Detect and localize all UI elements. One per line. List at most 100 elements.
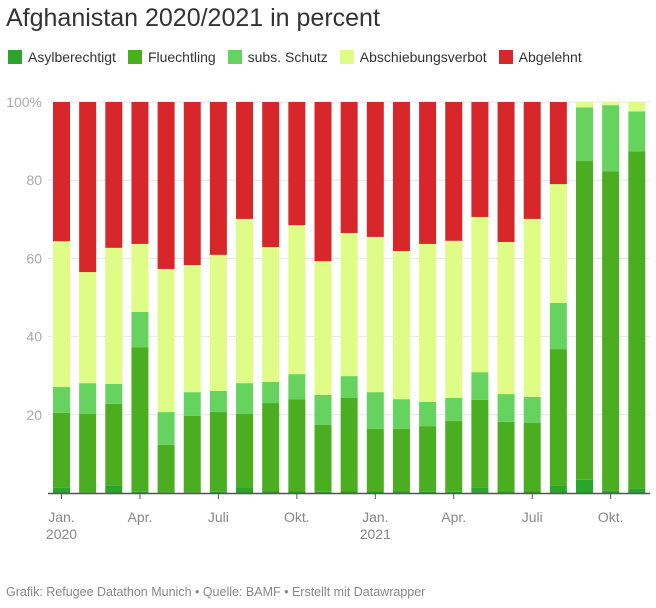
bar-segment-fluechtling <box>523 423 541 492</box>
bar-segment-fluechtling <box>392 428 410 492</box>
legend-item-asylberechtigt: Asylberechtigt <box>8 49 116 65</box>
legend-swatch-abschiebungsverbot <box>339 50 354 64</box>
bar-segment-abgelehnt <box>209 102 227 255</box>
bar-segment-fluechtling <box>419 426 437 492</box>
bar-segment-asylberechtigt <box>105 485 123 493</box>
bar-segment-asylberechtigt <box>314 491 332 493</box>
legend-item-abschiebungsverbot: Abschiebungsverbot <box>339 49 487 65</box>
bar-stack-2021-04 <box>445 102 463 493</box>
bar-stack-2021-07 <box>523 102 541 493</box>
x-tick-label: Okt. <box>284 509 310 525</box>
bar-segment-abgelehnt <box>340 102 358 233</box>
y-tick-label: 100% <box>6 94 42 110</box>
bar-segment-asylberechtigt <box>340 491 358 493</box>
bar-segment-subs-schutz <box>366 392 384 429</box>
bar-segment-subs-schutz <box>445 397 463 422</box>
bar-segment-abschiebungsverbot <box>497 241 515 395</box>
bar-segment-abschiebungsverbot <box>105 247 123 384</box>
bar-segment-abgelehnt <box>419 102 437 244</box>
bar-segment-asylberechtigt <box>131 491 149 493</box>
legend-swatch-abgelehnt <box>498 50 513 64</box>
bar-segment-abschiebungsverbot <box>79 272 97 384</box>
bar-segment-abschiebungsverbot <box>262 247 280 382</box>
bar-segment-abschiebungsverbot <box>183 265 201 393</box>
bar-segment-abschiebungsverbot <box>576 102 593 108</box>
bar-segment-abschiebungsverbot <box>445 240 463 398</box>
legend-item-subs-schutz: subs. Schutz <box>227 49 328 65</box>
bar-segment-fluechtling <box>497 421 515 492</box>
bar-segment-subs-schutz <box>105 383 123 404</box>
bar-segment-abgelehnt <box>366 102 384 237</box>
bar-segment-abgelehnt <box>131 102 149 244</box>
bar-stack-2021-02 <box>392 102 410 493</box>
bar-segment-abgelehnt <box>523 102 541 219</box>
bar-segment-asylberechtigt <box>471 487 489 493</box>
bar-segment-abgelehnt <box>497 102 515 242</box>
bar-segment-abschiebungsverbot <box>628 102 646 112</box>
bar-segment-subs-schutz <box>236 383 254 415</box>
chart-title: Afghanistan 2020/2021 in percent <box>6 4 380 32</box>
x-tick-label: Juli <box>522 509 543 525</box>
x-tick-label: Jan. <box>362 509 388 525</box>
x-tick-year-label: 2021 <box>360 526 391 542</box>
legend-swatch-fluechtling <box>127 50 142 64</box>
legend-label-subs-schutz: subs. Schutz <box>247 49 328 65</box>
bar-stack-2020-02 <box>79 102 97 493</box>
bar-stack-2020-09 <box>262 102 280 493</box>
bar-segment-fluechtling <box>366 428 384 492</box>
bar-segment-subs-schutz <box>549 302 567 350</box>
bar-segment-subs-schutz <box>628 111 646 152</box>
bar-segment-abgelehnt <box>471 102 489 217</box>
bar-stack-2020-05 <box>157 102 175 493</box>
bar-segment-abschiebungsverbot <box>314 261 332 395</box>
bar-segment-fluechtling <box>131 347 149 492</box>
bar-segment-asylberechtigt <box>209 491 227 493</box>
bar-segment-fluechtling <box>602 171 620 491</box>
bar-segment-abschiebungsverbot <box>131 243 149 312</box>
y-tick-label: 20 <box>26 407 42 423</box>
bar-segment-abgelehnt <box>288 102 306 226</box>
bar-segment-fluechtling <box>471 399 489 488</box>
bar-segment-fluechtling <box>105 403 123 486</box>
y-tick-label: 80 <box>26 172 42 188</box>
bar-segment-subs-schutz <box>497 394 515 422</box>
bar-segment-abgelehnt <box>392 102 410 251</box>
legend: Asylberechtigt Fluechtling subs. Schutz … <box>8 49 594 65</box>
x-tick-label: Apr. <box>441 509 466 525</box>
bar-segment-fluechtling <box>236 414 254 488</box>
bar-segment-asylberechtigt <box>79 492 97 493</box>
bar-stack-2020-10 <box>288 102 306 493</box>
bar-segment-fluechtling <box>53 412 70 488</box>
bar-segment-abschiebungsverbot <box>340 232 358 377</box>
bar-segment-fluechtling <box>183 415 201 493</box>
bar-segment-subs-schutz <box>471 372 489 400</box>
bar-stack-2021-08 <box>549 102 567 493</box>
bar-segment-subs-schutz <box>262 381 280 404</box>
bar-segment-asylberechtigt <box>576 479 593 493</box>
bar-segment-asylberechtigt <box>497 491 515 493</box>
y-axis-ticks: 100% 80 60 40 20 <box>6 94 42 423</box>
bar-segment-subs-schutz <box>288 374 306 400</box>
bar-segment-subs-schutz <box>131 311 149 348</box>
bar-segment-fluechtling <box>340 397 358 492</box>
bar-segment-fluechtling <box>157 444 175 493</box>
bar-segment-asylberechtigt <box>602 490 620 493</box>
legend-swatch-asylberechtigt <box>8 50 22 64</box>
bar-segment-subs-schutz <box>53 387 70 413</box>
bar-stack-2020-11 <box>314 102 332 493</box>
bar-stack-2020-03 <box>105 102 123 493</box>
bar-segment-abgelehnt <box>183 102 201 266</box>
bar-segment-fluechtling <box>445 421 463 492</box>
bar-segment-abgelehnt <box>79 102 97 273</box>
bar-segment-subs-schutz <box>576 107 593 162</box>
bar-stack-2021-10 <box>602 102 620 493</box>
bar-segment-subs-schutz <box>392 399 410 429</box>
footer-credits: Grafik: Refugee Datathon Munich • Quelle… <box>6 585 426 599</box>
x-tick-label: Apr. <box>127 509 152 525</box>
bars <box>53 102 646 493</box>
bar-segment-subs-schutz <box>183 392 201 416</box>
legend-item-abgelehnt: Abgelehnt <box>498 49 582 65</box>
bar-segment-subs-schutz <box>340 376 358 398</box>
legend-label-abgelehnt: Abgelehnt <box>518 49 582 65</box>
